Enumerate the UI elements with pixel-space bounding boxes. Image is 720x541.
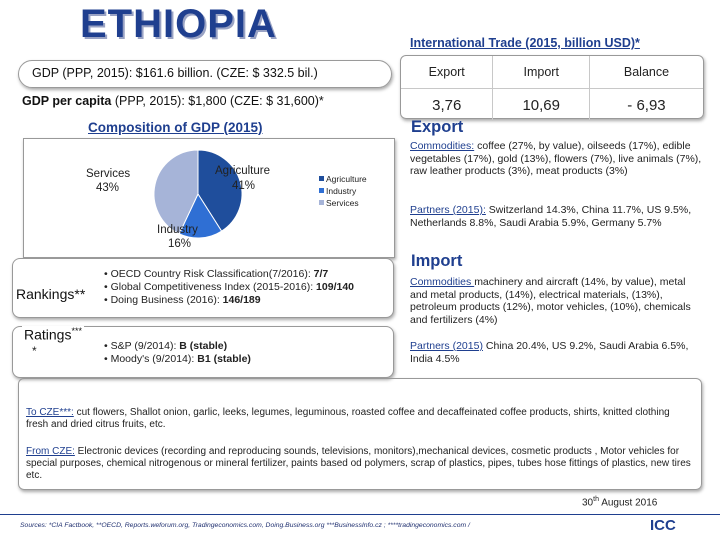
trade-value-balance: - 6,93	[588, 88, 703, 121]
bilateral-trade-box	[18, 378, 702, 490]
ratings-list: • S&P (9/2014): B (stable) • Moody's (9/…	[104, 340, 251, 366]
gdp-per-capita-label: GDP per capita	[22, 94, 112, 108]
gdp-box	[18, 60, 392, 88]
sources: Sources: *CIA Factbook, **OECD, Reports.…	[20, 522, 470, 529]
rankings-box	[12, 258, 394, 318]
footer	[0, 514, 720, 541]
gdp-pie-chart: Agriculture Industry Services	[153, 149, 367, 239]
to-cze-text: To CZE***: cut flowers, Shallot onion, g…	[26, 407, 670, 430]
trade-table: Export Import Balance 3,76 10,69 - 6,93	[400, 55, 704, 121]
rating-item: • Moody's (9/2014): B1 (stable)	[104, 353, 251, 365]
import-heading: Import	[411, 252, 463, 270]
label-agriculture: Agriculture	[215, 165, 270, 177]
export-heading: Export	[411, 118, 464, 136]
trade-title: International Trade (2015, billion USD)*	[410, 36, 640, 50]
ranking-item: • OECD Country Risk Classification(7/201…	[104, 268, 329, 280]
ratings-star: *	[32, 344, 37, 358]
ranking-item: • Doing Business (2016): 146/189	[104, 294, 261, 306]
label-industry-pct: 16%	[168, 238, 192, 250]
legend-label-agriculture: Agriculture	[326, 174, 367, 184]
trade-header-import: Import	[492, 56, 590, 89]
legend-label-industry: Industry	[326, 186, 357, 196]
ratings-label: Ratings***	[22, 326, 84, 343]
date: 30th August 2016	[582, 496, 658, 509]
label-services: Services	[86, 168, 131, 180]
gdp-line: GDP (PPP, 2015): $161.6 billion. (CZE: $…	[32, 66, 318, 80]
import-commodities: Commodities machinery and aircraft (14%,…	[410, 276, 691, 326]
page-title: ETHIOPIA	[80, 2, 277, 46]
label-agriculture-pct: 41%	[232, 180, 256, 192]
gdp-label: GDP	[32, 66, 59, 80]
export-partners: Partners (2015): Switzerland 14.3%, Chin…	[410, 204, 692, 229]
export-commodities: Commodities: coffee (27%, by value), oil…	[410, 140, 702, 177]
pie-slice-services	[153, 149, 199, 235]
trade-header-export: Export	[401, 56, 493, 89]
rankings-label: Rankings**	[16, 286, 86, 302]
label-services-pct: 43%	[96, 182, 120, 194]
trade-header-balance: Balance	[588, 56, 703, 89]
legend-label-services: Services	[326, 198, 359, 208]
gdp-per-capita-value: (PPP, 2015): $1,800 (CZE: $ 31,600)*	[111, 94, 324, 108]
trade-value-export: 3,76	[432, 96, 462, 114]
from-cze-text: From CZE: Electronic devices (recording …	[26, 446, 691, 481]
legend-swatch-agriculture	[319, 176, 324, 181]
icc-logo: ICC	[650, 517, 676, 534]
ranking-item: • Global Competitiveness Index (2015-201…	[104, 281, 355, 293]
gdp-value: (PPP, 2015): $161.6 billion. (CZE: $ 332…	[58, 66, 318, 80]
rankings-list: • OECD Country Risk Classification(7/201…	[104, 268, 354, 307]
legend-swatch-industry	[319, 188, 324, 193]
legend-swatch-services	[319, 200, 324, 205]
gdp-per-capita-line: GDP per capita (PPP, 2015): $1,800 (CZE:…	[22, 94, 324, 108]
pie-slice-industry	[178, 192, 223, 239]
rating-item: • S&P (9/2014): B (stable)	[104, 340, 228, 352]
import-partners: Partners (2015) China 20.4%, US 9.2%, Sa…	[410, 340, 689, 365]
composition-title: Composition of GDP (2015)	[88, 120, 263, 135]
chart-box	[23, 138, 395, 258]
label-industry: Industry	[157, 224, 198, 236]
trade-value-import: 10,69	[492, 88, 590, 121]
